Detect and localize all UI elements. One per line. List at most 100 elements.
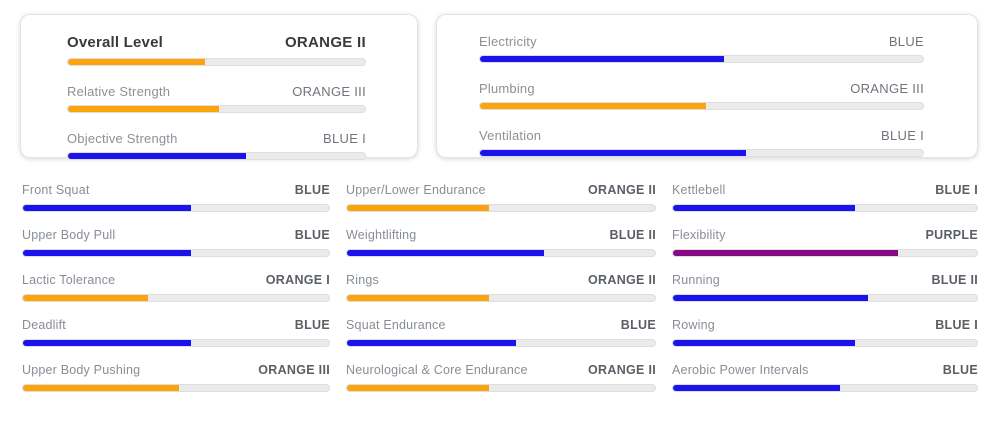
stat-label: Front Squat: [22, 183, 90, 197]
progress-track: [346, 204, 656, 212]
stat-row-rowing: Rowing BLUE I: [672, 318, 978, 347]
stat-label: Neurological & Core Endurance: [346, 363, 528, 377]
stat-value: ORANGE III: [292, 84, 366, 99]
stat-value: ORANGE II: [588, 183, 656, 197]
progress-track: [479, 149, 924, 157]
overall-level-card: Overall Level ORANGE II Relative Strengt…: [20, 14, 418, 160]
stat-row-kettlebell: Kettlebell BLUE I: [672, 183, 978, 212]
stat-label: Rowing: [672, 318, 715, 332]
stat-value: BLUE II: [609, 228, 656, 242]
progress-track: [67, 152, 366, 160]
progress-track: [672, 204, 978, 212]
stat-row-running: Running BLUE II: [672, 273, 978, 302]
progress-track: [672, 294, 978, 302]
progress-fill: [23, 205, 192, 211]
stat-row-objective-strength: Objective Strength BLUE I: [67, 131, 366, 160]
progress-track: [479, 102, 924, 110]
stat-row-rings: Rings ORANGE II: [346, 273, 656, 302]
stat-value: BLUE: [294, 318, 330, 332]
trades-card: Electricity BLUE Plumbing ORANGE III Ven…: [436, 14, 978, 158]
progress-fill: [68, 59, 205, 65]
progress-track: [346, 339, 656, 347]
stat-row-deadlift: Deadlift BLUE: [22, 318, 330, 347]
stat-row-plumbing: Plumbing ORANGE III: [479, 81, 924, 110]
stat-value: BLUE: [888, 34, 924, 49]
stat-row-relative-strength: Relative Strength ORANGE III: [67, 84, 366, 113]
progress-track: [672, 339, 978, 347]
stat-label: Relative Strength: [67, 84, 171, 99]
progress-fill: [23, 385, 180, 391]
progress-track: [22, 384, 330, 392]
stat-label: Upper/Lower Endurance: [346, 183, 486, 197]
stat-value: PURPLE: [925, 228, 978, 242]
stat-label: Weightlifting: [346, 228, 417, 242]
progress-track: [22, 339, 330, 347]
progress-fill: [347, 295, 489, 301]
progress-fill: [68, 153, 247, 159]
stat-label: Upper Body Pushing: [22, 363, 141, 377]
stat-label: Flexibility: [672, 228, 726, 242]
stat-value: ORANGE II: [588, 363, 656, 377]
stat-row-upper-lower-endurance: Upper/Lower Endurance ORANGE II: [346, 183, 656, 212]
stat-label: Upper Body Pull: [22, 228, 116, 242]
stat-value: BLUE I: [323, 131, 366, 146]
stat-value: ORANGE II: [588, 273, 656, 287]
progress-fill: [673, 340, 856, 346]
stat-row-squat-endurance: Squat Endurance BLUE: [346, 318, 656, 347]
progress-fill: [480, 103, 706, 109]
progress-fill: [480, 56, 724, 62]
progress-fill: [23, 295, 149, 301]
stat-label: Electricity: [479, 34, 537, 49]
skills-grid-column-2: Upper/Lower Endurance ORANGE II Weightli…: [346, 183, 656, 408]
progress-track: [67, 105, 366, 113]
progress-track: [346, 249, 656, 257]
stat-value: BLUE: [620, 318, 656, 332]
stat-value: BLUE I: [935, 318, 978, 332]
progress-fill: [673, 385, 841, 391]
stat-row-ventilation: Ventilation BLUE I: [479, 128, 924, 157]
stat-value: ORANGE III: [850, 81, 924, 96]
skills-grid-column-1: Front Squat BLUE Upper Body Pull BLUE La…: [22, 183, 330, 408]
stat-label: Lactic Tolerance: [22, 273, 116, 287]
skills-grid-column-3: Kettlebell BLUE I Flexibility PURPLE Run…: [672, 183, 978, 408]
progress-fill: [480, 150, 746, 156]
progress-track: [22, 204, 330, 212]
stat-label: Aerobic Power Intervals: [672, 363, 809, 377]
stat-label: Deadlift: [22, 318, 66, 332]
progress-track: [479, 55, 924, 63]
progress-fill: [347, 205, 489, 211]
progress-fill: [673, 250, 898, 256]
progress-fill: [23, 340, 192, 346]
stat-row-neurological-core-endurance: Neurological & Core Endurance ORANGE II: [346, 363, 656, 392]
stat-row-front-squat: Front Squat BLUE: [22, 183, 330, 212]
stat-label: Rings: [346, 273, 379, 287]
stat-label: Overall Level: [67, 34, 163, 51]
stat-row-aerobic-power-intervals: Aerobic Power Intervals BLUE: [672, 363, 978, 392]
skills-grid: Front Squat BLUE Upper Body Pull BLUE La…: [0, 158, 1000, 408]
progress-track: [672, 384, 978, 392]
stat-value: BLUE II: [931, 273, 978, 287]
stat-label: Plumbing: [479, 81, 535, 96]
stat-row-electricity: Electricity BLUE: [479, 34, 924, 63]
stat-row-upper-body-pull: Upper Body Pull BLUE: [22, 228, 330, 257]
stat-row-lactic-tolerance: Lactic Tolerance ORANGE I: [22, 273, 330, 302]
progress-track: [22, 249, 330, 257]
stat-value: ORANGE III: [258, 363, 330, 377]
progress-track: [346, 384, 656, 392]
summary-cards-row: Overall Level ORANGE II Relative Strengt…: [0, 0, 1000, 160]
stat-row-flexibility: Flexibility PURPLE: [672, 228, 978, 257]
progress-fill: [347, 385, 489, 391]
stat-value: BLUE: [942, 363, 978, 377]
stat-label: Ventilation: [479, 128, 542, 143]
stat-label: Objective Strength: [67, 131, 178, 146]
stat-row-overall-level: Overall Level ORANGE II: [67, 34, 366, 66]
progress-fill: [23, 250, 192, 256]
stat-label: Running: [672, 273, 720, 287]
progress-fill: [673, 205, 856, 211]
stat-row-upper-body-pushing: Upper Body Pushing ORANGE III: [22, 363, 330, 392]
stat-value: ORANGE I: [265, 273, 330, 287]
progress-fill: [673, 295, 868, 301]
stat-value: BLUE: [294, 183, 330, 197]
progress-fill: [347, 340, 517, 346]
stat-value: BLUE: [294, 228, 330, 242]
